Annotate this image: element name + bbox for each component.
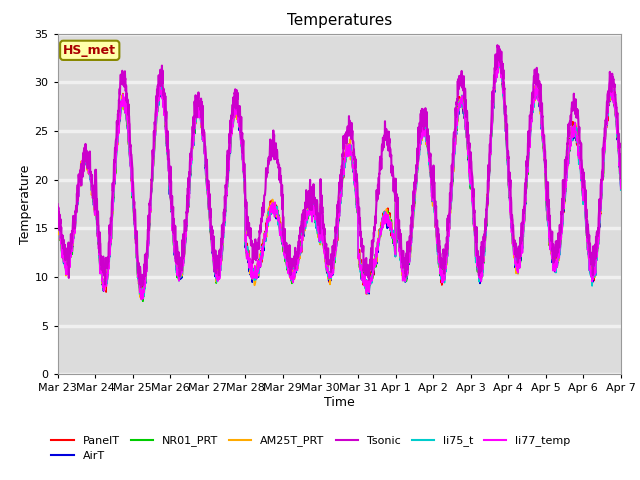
- Line: li75_t: li75_t: [58, 55, 621, 299]
- Tsonic: [617, 175, 625, 181]
- li75_t: [356, 263, 364, 269]
- AirT: [617, 184, 625, 190]
- PanelT: [568, 132, 575, 137]
- Tsonic: [583, 217, 591, 223]
- PanelT: [617, 174, 625, 180]
- AM25T_PRT: [54, 208, 61, 214]
- AM25T_PRT: [356, 265, 364, 271]
- AirT: [568, 128, 575, 134]
- PanelT: [138, 296, 146, 301]
- Line: PanelT: PanelT: [58, 57, 621, 299]
- AM25T_PRT: [495, 51, 503, 57]
- NR01_PRT: [356, 265, 364, 271]
- AirT: [583, 238, 591, 244]
- AM25T_PRT: [211, 265, 219, 271]
- li75_t: [504, 151, 511, 157]
- li75_t: [583, 236, 591, 242]
- AirT: [356, 264, 364, 270]
- AirT: [211, 266, 219, 272]
- Tsonic: [568, 106, 575, 111]
- Tsonic: [493, 42, 501, 48]
- NR01_PRT: [568, 129, 575, 134]
- li75_t: [368, 274, 376, 279]
- li75_t: [138, 296, 146, 301]
- NR01_PRT: [583, 236, 591, 242]
- PanelT: [504, 155, 511, 161]
- Tsonic: [368, 238, 376, 243]
- Line: AM25T_PRT: AM25T_PRT: [58, 54, 621, 299]
- Line: NR01_PRT: NR01_PRT: [58, 58, 621, 301]
- AirT: [368, 273, 376, 279]
- li75_t: [495, 52, 503, 58]
- PanelT: [495, 54, 502, 60]
- PanelT: [54, 208, 61, 214]
- Tsonic: [356, 221, 364, 227]
- NR01_PRT: [495, 55, 503, 60]
- AM25T_PRT: [583, 236, 591, 242]
- Tsonic: [504, 144, 511, 150]
- Line: li77_temp: li77_temp: [58, 50, 621, 299]
- NR01_PRT: [211, 264, 219, 270]
- li77_temp: [504, 156, 511, 162]
- AirT: [54, 209, 61, 215]
- li75_t: [617, 187, 625, 193]
- AM25T_PRT: [368, 275, 376, 280]
- li77_temp: [54, 208, 61, 214]
- Line: Tsonic: Tsonic: [58, 45, 621, 288]
- Y-axis label: Temperature: Temperature: [19, 164, 31, 244]
- NR01_PRT: [54, 212, 61, 218]
- li75_t: [211, 266, 219, 272]
- Tsonic: [137, 285, 145, 290]
- X-axis label: Time: Time: [324, 396, 355, 409]
- Tsonic: [54, 202, 61, 207]
- Tsonic: [211, 261, 219, 267]
- AirT: [495, 53, 503, 59]
- li77_temp: [137, 296, 145, 302]
- PanelT: [356, 261, 364, 266]
- AM25T_PRT: [137, 296, 145, 302]
- AM25T_PRT: [504, 150, 511, 156]
- li75_t: [54, 213, 61, 219]
- NR01_PRT: [139, 299, 147, 304]
- AirT: [139, 298, 147, 303]
- NR01_PRT: [617, 177, 625, 183]
- PanelT: [211, 266, 219, 272]
- li77_temp: [495, 47, 503, 53]
- AM25T_PRT: [617, 179, 625, 184]
- Legend: PanelT, AirT, NR01_PRT, AM25T_PRT, Tsonic, li75_t, li77_temp: PanelT, AirT, NR01_PRT, AM25T_PRT, Tsoni…: [47, 431, 575, 466]
- li77_temp: [583, 239, 591, 244]
- Title: Temperatures: Temperatures: [287, 13, 392, 28]
- Line: AirT: AirT: [58, 56, 621, 300]
- li77_temp: [568, 124, 575, 130]
- PanelT: [368, 271, 376, 276]
- AirT: [504, 150, 511, 156]
- li75_t: [568, 133, 575, 139]
- li77_temp: [617, 186, 625, 192]
- Text: HS_met: HS_met: [63, 44, 116, 57]
- NR01_PRT: [504, 155, 511, 160]
- NR01_PRT: [368, 273, 376, 278]
- li77_temp: [356, 263, 364, 268]
- li77_temp: [211, 263, 219, 269]
- AM25T_PRT: [568, 124, 575, 130]
- li77_temp: [368, 273, 376, 279]
- PanelT: [583, 236, 591, 241]
